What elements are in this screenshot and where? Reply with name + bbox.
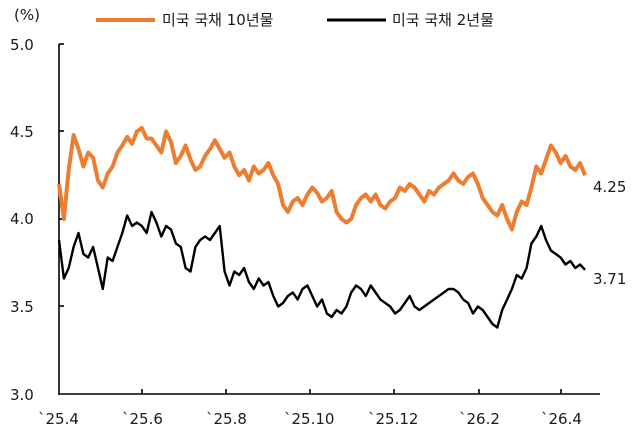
end-label-2y: 3.71 [593, 270, 626, 288]
x-axis-labels: `25.4 `25.6 `25.8 `25.10 `25.12 `26.2 `2… [38, 410, 582, 428]
x-tick-label: `25.6 [122, 410, 163, 428]
x-tick-label: `25.4 [38, 410, 79, 428]
y-tick-label: 3.0 [10, 386, 34, 404]
y-axis-unit: (%) [14, 6, 40, 24]
series-line-2y [57, 210, 586, 329]
x-tick-label: `25.8 [206, 410, 247, 428]
y-tick-label: 4.0 [10, 210, 34, 228]
y-tick-label: 5.0 [10, 36, 34, 54]
legend-label-10y: 미국 국채 10년물 [162, 11, 273, 29]
end-label-10y: 4.25 [593, 178, 626, 196]
y-tick-label: 4.5 [10, 123, 34, 141]
x-tick-label: `25.12 [368, 410, 418, 428]
x-tick-label: `26.2 [459, 410, 500, 428]
legend: 미국 국채 10년물 미국 국채 2년물 [96, 11, 494, 29]
y-tick-label: 3.5 [10, 298, 34, 316]
axes [58, 43, 600, 395]
legend-label-2y: 미국 국채 2년물 [392, 11, 494, 29]
series-line-10y [57, 126, 587, 232]
y-axis-labels: 5.0 4.5 4.0 3.5 3.0 [10, 36, 34, 404]
x-tick-label: `25.10 [284, 410, 334, 428]
x-tick-label: `26.4 [541, 410, 582, 428]
